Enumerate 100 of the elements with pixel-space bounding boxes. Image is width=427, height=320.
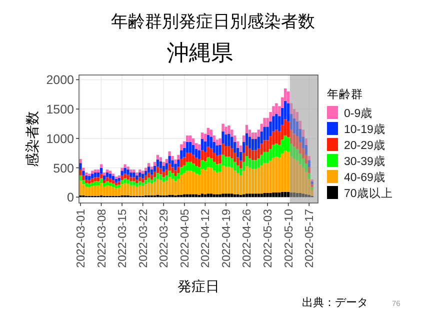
bar <box>88 180 91 184</box>
bar <box>177 178 180 195</box>
bar <box>126 170 130 175</box>
bar <box>120 170 124 176</box>
y-tick-label: 1500 <box>46 102 74 117</box>
bar <box>216 164 218 172</box>
bar <box>153 177 156 182</box>
bar <box>242 194 246 198</box>
bar <box>248 194 252 198</box>
bar <box>108 178 112 182</box>
bar <box>254 194 257 198</box>
bar <box>168 177 171 195</box>
bar <box>296 160 299 194</box>
bar <box>159 161 162 168</box>
bar <box>292 134 296 147</box>
bar <box>200 194 204 198</box>
bar <box>263 152 266 164</box>
bar <box>200 132 204 139</box>
bar <box>96 170 100 172</box>
bar <box>218 154 222 164</box>
bar <box>124 164 126 168</box>
bar <box>269 193 272 198</box>
bar <box>114 178 118 182</box>
bar <box>192 154 195 164</box>
bar <box>222 165 224 194</box>
bar <box>212 170 216 194</box>
bar <box>194 166 198 174</box>
y-axis-title: 感染者数 <box>24 111 40 167</box>
bar <box>183 165 186 174</box>
x-tick-label: 2022-03-01 <box>75 209 88 268</box>
bar <box>224 146 228 157</box>
bar <box>132 181 136 186</box>
bar <box>216 155 218 164</box>
bar <box>251 160 254 169</box>
bar <box>156 154 160 160</box>
bar <box>130 181 132 186</box>
bar <box>118 178 120 182</box>
bar <box>150 166 154 170</box>
bar <box>156 166 160 174</box>
bar <box>236 173 240 194</box>
bar <box>177 154 180 160</box>
bar <box>183 194 186 198</box>
bar <box>189 142 192 153</box>
bar <box>180 194 183 198</box>
bar <box>168 151 171 156</box>
bar <box>239 145 242 152</box>
bar <box>100 164 103 168</box>
bar <box>150 184 154 196</box>
bar <box>284 119 287 136</box>
bar <box>94 170 97 172</box>
bar <box>310 184 314 188</box>
bar <box>94 172 97 178</box>
bar <box>230 158 234 168</box>
bar <box>147 172 150 178</box>
bar <box>234 162 236 171</box>
bar <box>120 184 124 196</box>
bar <box>186 142 189 153</box>
bar <box>286 152 290 192</box>
bar <box>308 156 310 160</box>
bar <box>275 144 278 157</box>
bar <box>138 172 142 178</box>
bar <box>96 177 100 182</box>
x-tick-label: 2022-04-26 <box>242 209 254 268</box>
bar <box>106 170 109 172</box>
bar <box>91 182 94 186</box>
bar <box>85 183 88 187</box>
bar <box>192 164 195 172</box>
legend-label: 30-39歳 <box>344 155 386 168</box>
bar <box>130 177 132 182</box>
bar <box>254 150 257 160</box>
bar <box>136 183 138 187</box>
bar <box>272 144 275 158</box>
bar <box>292 158 296 192</box>
bar <box>248 148 252 158</box>
bar <box>153 162 156 166</box>
bar <box>96 172 100 178</box>
bar <box>254 160 257 169</box>
bar <box>141 174 144 178</box>
bar <box>112 180 114 184</box>
bar <box>174 164 177 170</box>
x-tick-label: 2022-05-03 <box>262 209 275 268</box>
x-tick-label: 2022-03-29 <box>158 209 171 268</box>
bar <box>251 132 254 139</box>
bar <box>210 168 212 194</box>
bar <box>102 180 106 184</box>
bar <box>159 174 162 180</box>
bar <box>212 194 216 198</box>
bar <box>174 170 177 176</box>
bar <box>120 175 124 180</box>
bar <box>126 174 130 180</box>
bar <box>275 130 278 144</box>
bar <box>91 178 94 182</box>
x-tick-label: 2022-04-05 <box>179 209 192 268</box>
bar <box>171 160 174 168</box>
bar <box>216 140 218 146</box>
y-tick-label: 500 <box>53 161 74 176</box>
bar <box>85 186 88 196</box>
bar <box>165 180 168 196</box>
bar <box>281 154 284 192</box>
bar <box>257 168 260 194</box>
